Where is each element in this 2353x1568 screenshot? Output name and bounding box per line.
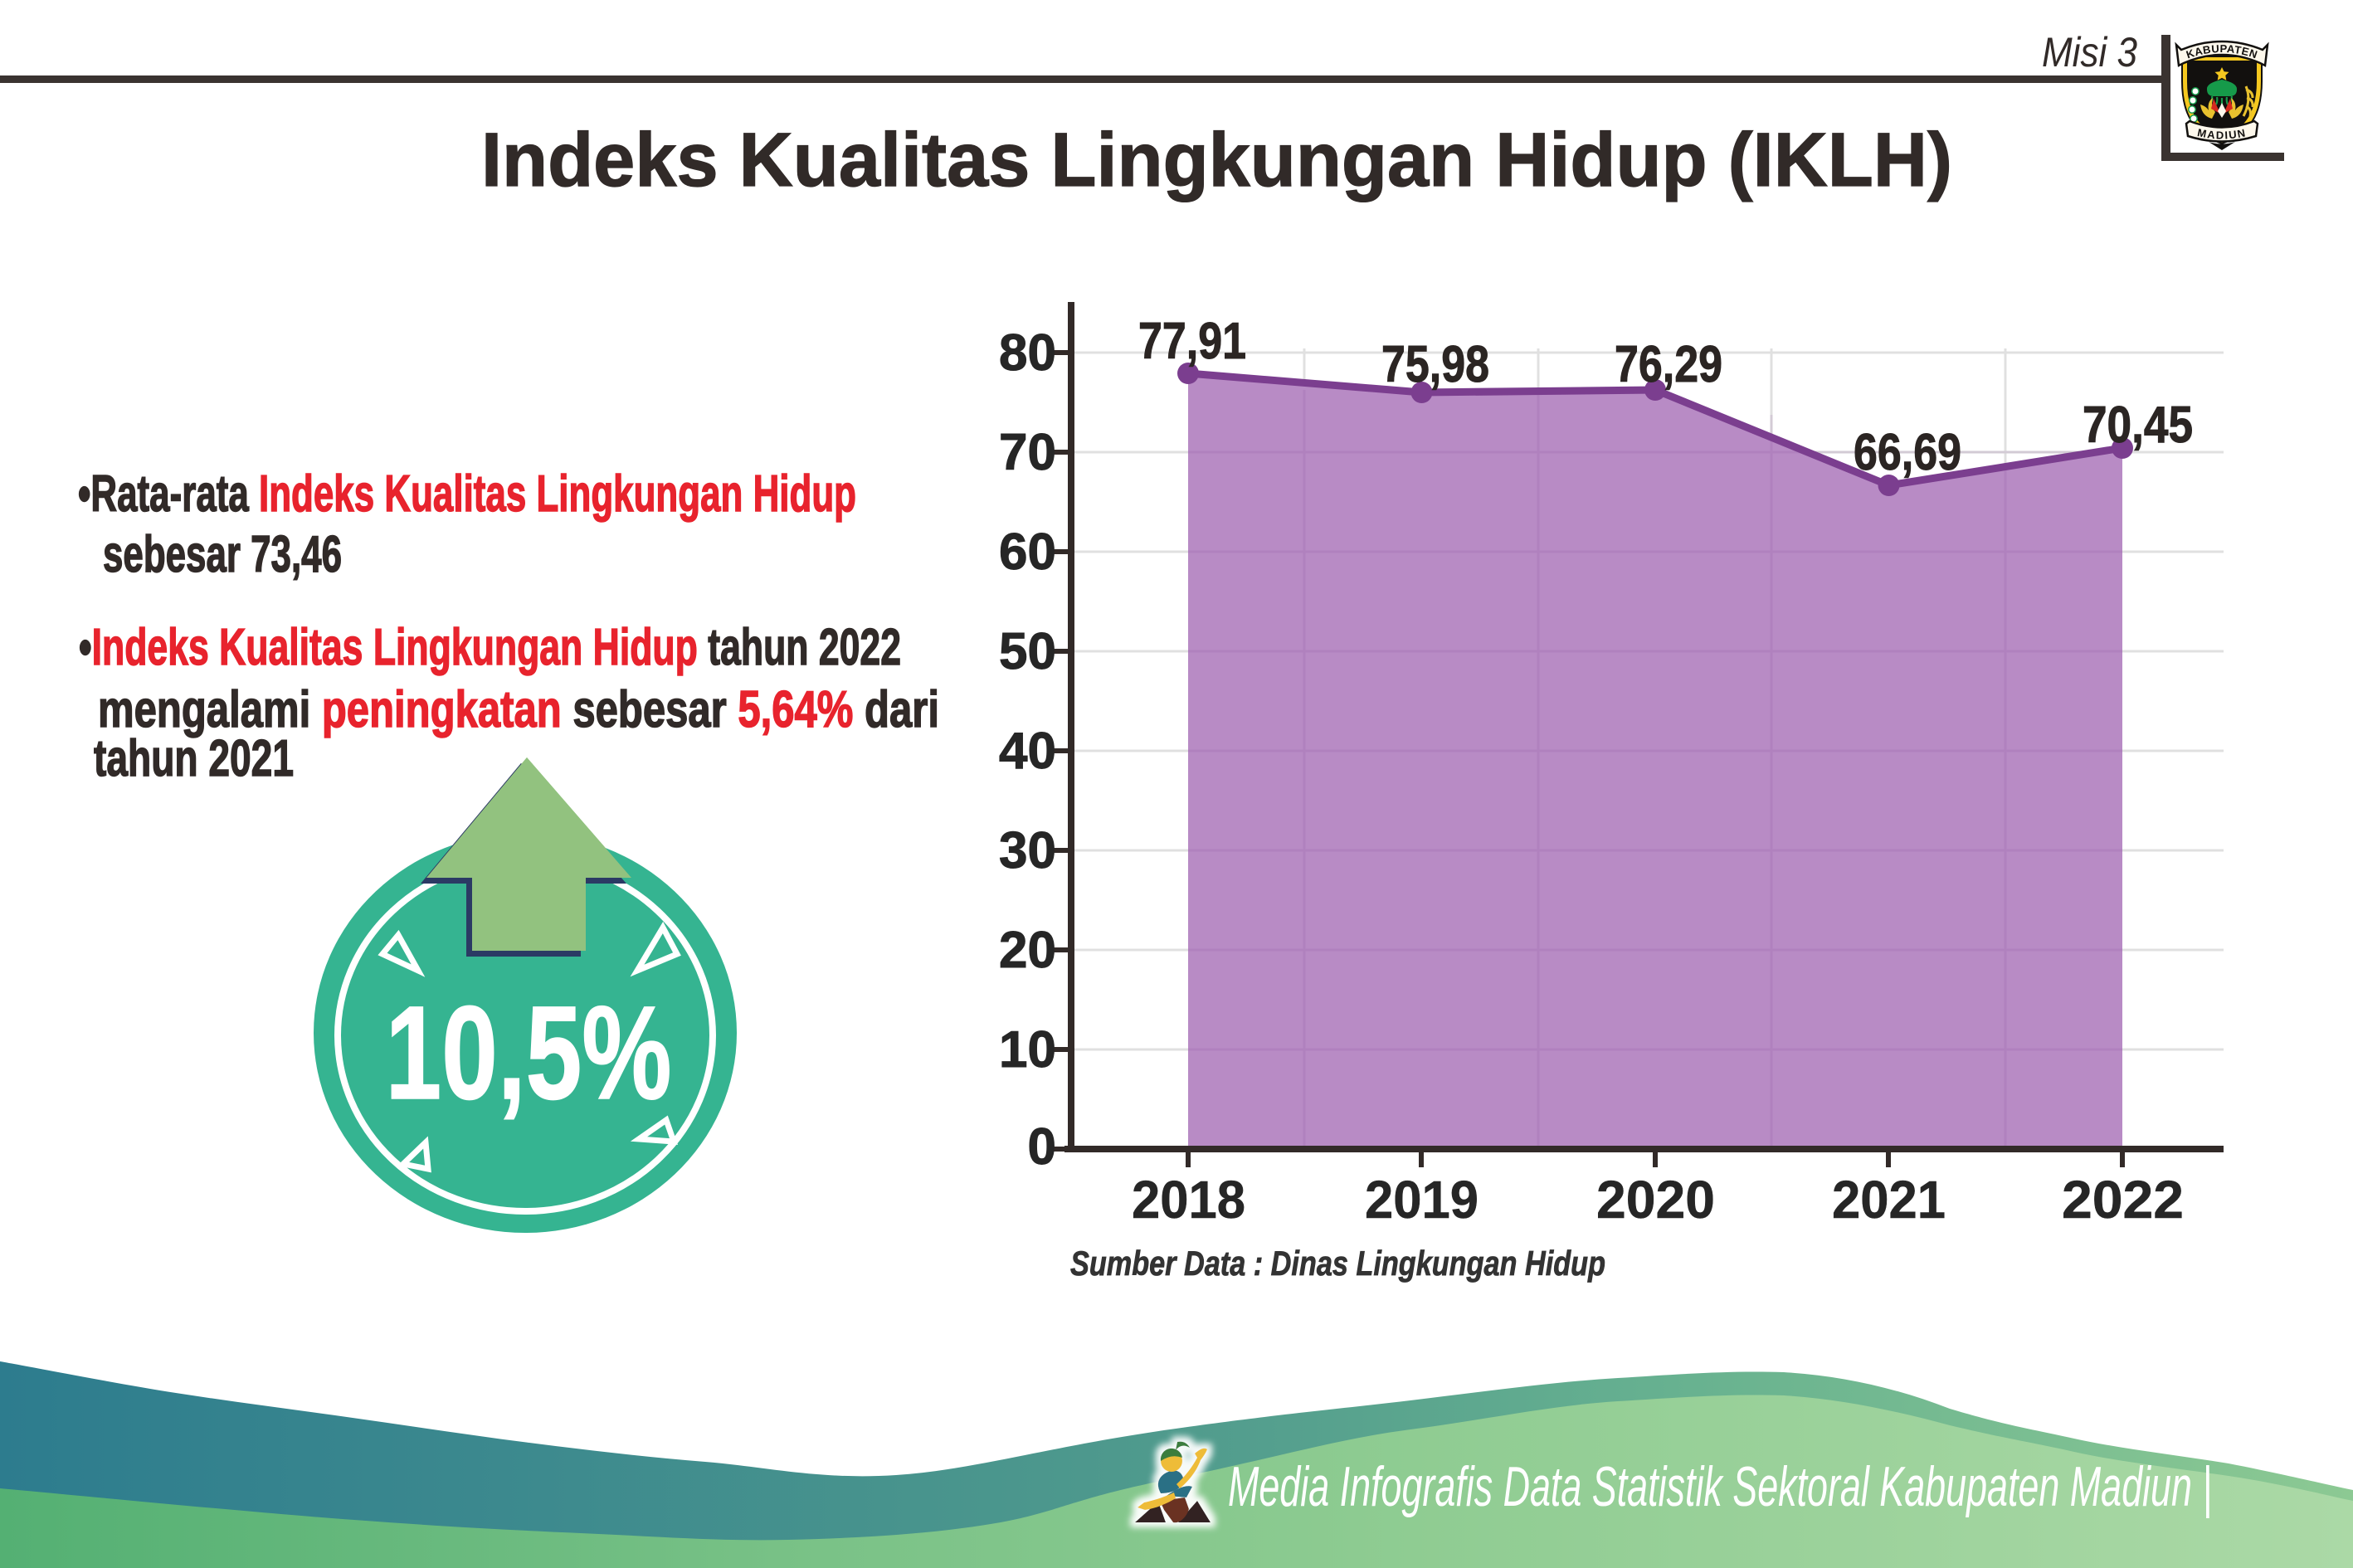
svg-text:MADIUN: MADIUN [2196, 126, 2248, 141]
svg-text:KABUPATEN: KABUPATEN [2185, 42, 2259, 61]
svg-text:10,5%: 10,5% [386, 978, 672, 1127]
